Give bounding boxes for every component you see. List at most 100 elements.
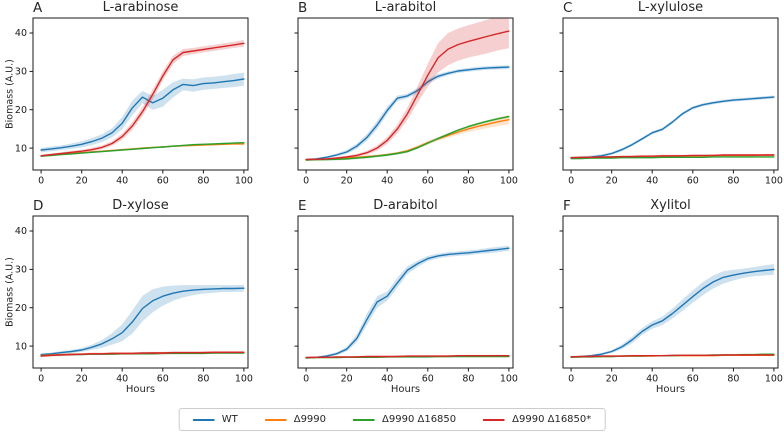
x-tick-label: 20: [606, 374, 618, 385]
x-tick-label: 60: [422, 176, 434, 187]
x-tick-label: 80: [197, 176, 209, 187]
panel-f-xylitol: 0 20 40 60 80 100 F Xylitol Hours: [530, 198, 784, 396]
d9990-d16850-star-line-swatch: [483, 418, 506, 421]
axes-frame: [297, 215, 514, 369]
x-axis-label: Hours: [125, 384, 156, 395]
x-tick-label: 0: [38, 374, 44, 385]
y-axis-label: Biomass (A.U.): [4, 257, 16, 327]
d9990_16850s-line: [570, 354, 775, 358]
x-tick-label: 100: [765, 374, 783, 385]
wt-band: [41, 72, 244, 153]
d9990_16850s-line: [305, 354, 510, 359]
wt-band: [571, 264, 774, 358]
x-tick-label: 0: [38, 176, 44, 187]
panel-d-d-xylose: 0 20 40 60 80 100 10 20 30 40 D D-xylose Biomass …: [0, 198, 265, 396]
x-tick-label: 20: [76, 374, 88, 385]
plot-area-l-arabinose: 0 20 40 60 80 100 10 20 30 40: [15, 17, 253, 187]
y-tick-label: 20: [15, 105, 27, 116]
panel-title-l-arabitol: L-arabitol: [374, 0, 437, 15]
legend-label-d9990-d16850-star: Δ9990 Δ16850*: [512, 414, 592, 425]
wt-line: [305, 66, 510, 161]
x-tick-label: 0: [568, 176, 574, 187]
d9990_16850s-line: [40, 351, 245, 357]
wt-line: [305, 247, 510, 359]
panel-title-l-xylulose: L-xylulose: [637, 0, 704, 15]
x-tick-label: 0: [568, 374, 574, 385]
legend: WT Δ9990 Δ9990 Δ16850 Δ9990 Δ16850*: [178, 408, 606, 431]
panel-title-l-arabinose: L-arabinose: [102, 0, 179, 15]
plot-area-d-xylose: 0 20 40 60 80 100 10 20 30 40: [15, 215, 253, 385]
wt-line: [570, 96, 775, 159]
d9990_16850-line: [40, 141, 245, 157]
wt-line: [40, 287, 245, 356]
d9990_16850s-line: [40, 42, 245, 157]
panel-title-d-arabitol: D-arabitol: [373, 198, 438, 213]
x-tick-label: 60: [687, 374, 699, 385]
wt-band: [41, 284, 244, 356]
x-tick-label: 40: [381, 176, 393, 187]
y-axis-label: Biomass (A.U.): [4, 59, 16, 129]
panel-title-d-xylose: D-xylose: [112, 198, 169, 213]
panel-b-l-arabitol: 0 20 40 60 80 100 B L-arabitol: [265, 0, 530, 198]
x-tick-label: 20: [76, 176, 88, 187]
panel-title-xylitol: Xylitol: [650, 198, 691, 213]
d9990_16850s-band: [306, 18, 509, 161]
wt-line: [570, 268, 775, 358]
wt-band: [306, 245, 509, 359]
axes-frame: [562, 17, 779, 171]
legend-label-d9990: Δ9990: [293, 414, 327, 425]
wt-line: [40, 78, 245, 151]
legend-label-wt: WT: [221, 414, 238, 425]
legend-item-d9990-d16850: Δ9990 Δ16850: [353, 414, 456, 425]
x-tick-label: 0: [303, 374, 309, 385]
y-tick-label: 40: [15, 226, 27, 237]
d9990_16850-line: [305, 115, 510, 161]
x-tick-label: 80: [462, 176, 474, 187]
x-axis-label: Hours: [390, 384, 421, 395]
x-axis-label: Hours: [655, 384, 686, 395]
d9990_16850s-line: [305, 30, 510, 161]
plot-area-d-arabitol: 0 20 40 60 80 100: [294, 215, 518, 385]
x-tick-label: 40: [646, 176, 658, 187]
x-tick-label: 60: [422, 374, 434, 385]
x-tick-label: 40: [381, 374, 393, 385]
x-tick-label: 20: [341, 374, 353, 385]
x-tick-label: 100: [235, 374, 253, 385]
x-tick-label: 60: [157, 374, 169, 385]
panel-letter-d: D: [33, 198, 44, 214]
y-tick-label: 20: [15, 303, 27, 314]
plot-area-l-xylulose: 0 20 40 60 80 100: [559, 17, 783, 187]
legend-item-wt: WT: [192, 414, 238, 425]
x-tick-label: 40: [646, 374, 658, 385]
x-tick-label: 100: [235, 176, 253, 187]
legend-item-d9990-d16850-star: Δ9990 Δ16850*: [483, 414, 591, 425]
x-tick-label: 80: [727, 176, 739, 187]
panel-c-l-xylulose: 0 20 40 60 80 100 C L-xylulose: [530, 0, 784, 198]
axes-frame: [562, 215, 779, 369]
x-tick-label: 100: [765, 176, 783, 187]
legend-item-d9990: Δ9990: [264, 414, 327, 425]
x-tick-label: 20: [606, 176, 618, 187]
d9990_16850s-line: [570, 154, 775, 159]
x-tick-label: 60: [687, 176, 699, 187]
panel-letter-a: A: [33, 0, 43, 16]
x-tick-label: 40: [116, 374, 128, 385]
x-tick-label: 20: [341, 176, 353, 187]
y-tick-label: 10: [15, 143, 27, 154]
axes-frame: [32, 17, 249, 171]
x-tick-label: 80: [197, 374, 209, 385]
axes-frame: [297, 17, 514, 171]
legend-label-d9990-d16850: Δ9990 Δ16850: [382, 414, 457, 425]
y-tick-label: 10: [15, 341, 27, 352]
x-tick-label: 80: [727, 374, 739, 385]
x-tick-label: 60: [157, 176, 169, 187]
d9990_16850-line: [570, 156, 775, 160]
panel-e-d-arabitol: 0 20 40 60 80 100 E D-arabitol Hours: [265, 198, 530, 396]
x-tick-label: 100: [500, 374, 518, 385]
panel-letter-b: B: [298, 0, 308, 16]
y-tick-label: 30: [15, 265, 27, 276]
plot-area-l-arabitol: 0 20 40 60 80 100: [294, 17, 518, 187]
d9990-d16850-line-swatch: [353, 418, 376, 421]
x-tick-label: 40: [116, 176, 128, 187]
